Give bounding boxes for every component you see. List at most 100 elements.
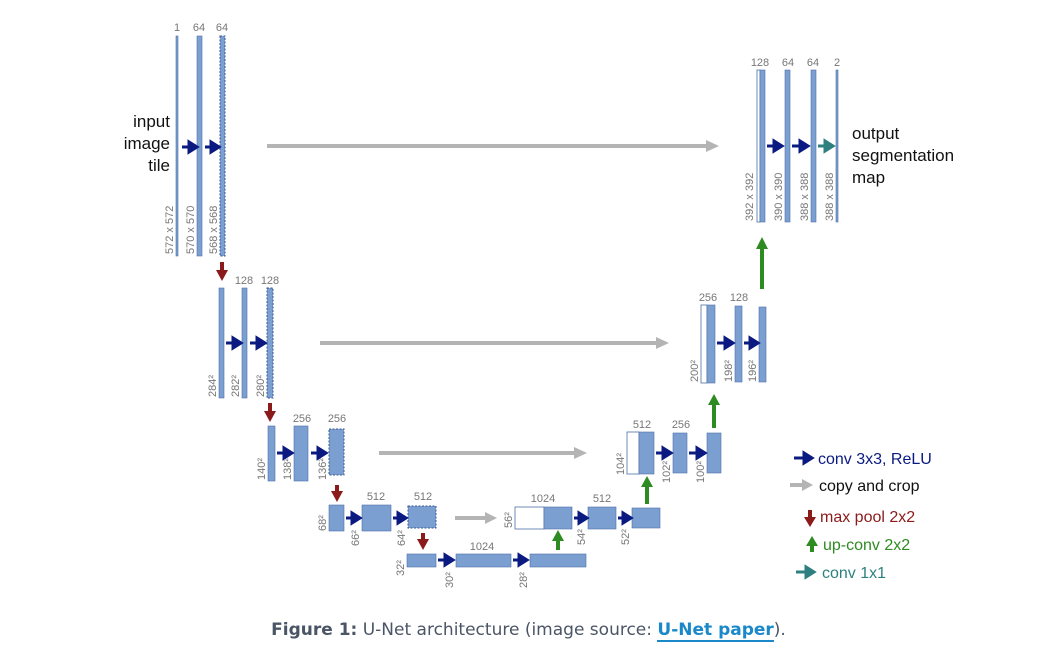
- conv-arrow: [393, 510, 409, 526]
- channel-label: 512: [593, 493, 611, 505]
- input-label-line-1: input: [133, 112, 170, 131]
- output-label-line-2: segmentation: [852, 146, 954, 165]
- legend-item-up-conv: up-conv 2x2: [806, 536, 910, 554]
- copy-crop-arrowhead: [656, 337, 669, 349]
- caption-text: U-Net architecture (image source:: [357, 620, 658, 640]
- legend-label: conv 1x1: [822, 565, 886, 582]
- dimension-label: 66²: [350, 530, 362, 546]
- conv-arrow: [656, 445, 674, 461]
- conv-arrow: [513, 552, 530, 568]
- conv-arrow: [277, 445, 295, 461]
- feature-map-block: [638, 431, 655, 475]
- input-label-line-3: tile: [148, 156, 170, 175]
- dimension-label: 56²: [503, 512, 515, 528]
- channel-label: 256: [672, 419, 690, 431]
- max-pool-arrowhead: [331, 491, 343, 502]
- feature-map-block: [266, 287, 274, 399]
- level-5-bottleneck: 1024 32² 30² 28²: [395, 530, 587, 588]
- dimension-label: 198²: [723, 360, 735, 382]
- arrow-right-icon: [796, 564, 817, 580]
- dimension-label: 64²: [396, 530, 408, 546]
- channel-label: 2: [834, 57, 840, 69]
- feature-map-block: [218, 287, 225, 399]
- feature-map-block: [543, 506, 573, 530]
- cropped-feature-map: [626, 431, 640, 475]
- channel-label: 128: [261, 275, 279, 287]
- legend-item-max-pool: max pool 2x2: [804, 509, 915, 527]
- dimension-label: 282²: [230, 375, 242, 397]
- channel-label: 256: [699, 292, 717, 304]
- figure-caption: Figure 1: U-Net architecture (image sour…: [0, 620, 1057, 642]
- dimension-label: 104²: [615, 453, 627, 475]
- feature-map-block: [759, 69, 766, 223]
- feature-map-block: [631, 507, 661, 529]
- dimension-label: 28²: [518, 572, 530, 588]
- legend-item-conv: conv 3x3, ReLU: [794, 450, 932, 468]
- feature-map-block: [529, 553, 587, 568]
- copy-crop-arrowhead: [485, 512, 497, 524]
- feature-map-block: [175, 35, 179, 257]
- conv-arrow: [689, 445, 708, 461]
- legend-label: conv 3x3, ReLU: [818, 451, 932, 468]
- dimension-label: 68²: [317, 515, 329, 531]
- feature-map-block: [810, 69, 817, 223]
- conv-1x1-arrow: [818, 138, 836, 154]
- conv-arrow: [182, 139, 200, 155]
- output-map-block: [835, 69, 839, 223]
- copy-crop-arrowhead: [706, 140, 719, 152]
- dimension-label: 570 x 570: [185, 206, 197, 254]
- level-1-encoder: input image tile 1 64 64 572 x 572 570 x…: [124, 22, 719, 281]
- conv-arrow: [438, 552, 456, 568]
- feature-map-block: [706, 432, 722, 474]
- feature-map-block: [293, 425, 309, 482]
- level-3-encoder: 256 256 140² 138² 136²: [256, 413, 587, 502]
- up-conv-arrowhead: [641, 476, 653, 487]
- conv-arrow: [744, 335, 761, 351]
- dimension-label: 388 x 388: [824, 173, 836, 221]
- conv-arrow: [311, 445, 329, 461]
- unet-paper-link[interactable]: U-Net paper: [657, 620, 774, 642]
- dimension-label: 280²: [255, 375, 267, 397]
- conv-arrow: [346, 510, 363, 526]
- feature-map-block: [361, 504, 392, 532]
- dimension-label: 390 x 390: [773, 173, 785, 221]
- dimension-label: 284²: [207, 375, 219, 397]
- caption-end: ).: [773, 620, 786, 640]
- channel-label: 64: [782, 57, 794, 69]
- level-1-decoder: 128 64 64 2 392 x 392 390 x 390 388 x 38…: [744, 57, 954, 223]
- feature-map-block: [758, 306, 767, 383]
- arrow-right-icon-head: [802, 479, 813, 491]
- feature-map-block: [784, 69, 791, 223]
- feature-map-block: [267, 425, 276, 482]
- conv-arrow: [717, 335, 736, 351]
- conv-arrow: [226, 335, 244, 351]
- dimension-label: 136²: [317, 458, 329, 480]
- channel-label: 1024: [531, 493, 555, 505]
- level-2-encoder: 128 128 284² 282² 280²: [207, 275, 669, 422]
- dimension-label: 140²: [256, 458, 268, 480]
- channel-label: 256: [293, 413, 311, 425]
- dimension-label: 392 x 392: [744, 173, 756, 221]
- dimension-label: 32²: [395, 560, 407, 576]
- cropped-feature-map: [700, 304, 708, 384]
- up-conv-arrowhead: [756, 237, 768, 249]
- channel-label: 128: [235, 275, 253, 287]
- legend-label: max pool 2x2: [820, 509, 915, 526]
- up-conv-arrowhead: [552, 530, 564, 541]
- dimension-label: 388 x 388: [799, 173, 811, 221]
- conv-arrow: [767, 138, 785, 154]
- feature-map-block: [219, 35, 226, 257]
- feature-map-block: [455, 553, 512, 568]
- feature-map-block: [706, 304, 716, 384]
- channel-label: 256: [328, 413, 346, 425]
- feature-map-block: [672, 432, 688, 474]
- channel-label: 512: [633, 419, 651, 431]
- dimension-label: 196²: [747, 360, 759, 382]
- legend-item-copy: copy and crop: [790, 478, 920, 495]
- dimension-label: 572 x 572: [164, 206, 176, 254]
- feature-map-block: [734, 305, 743, 383]
- input-label-line-2: image: [124, 134, 170, 153]
- dimension-label: 568 x 568: [208, 206, 220, 254]
- dimension-label: 200²: [689, 360, 701, 382]
- dimension-label: 100²: [695, 461, 707, 483]
